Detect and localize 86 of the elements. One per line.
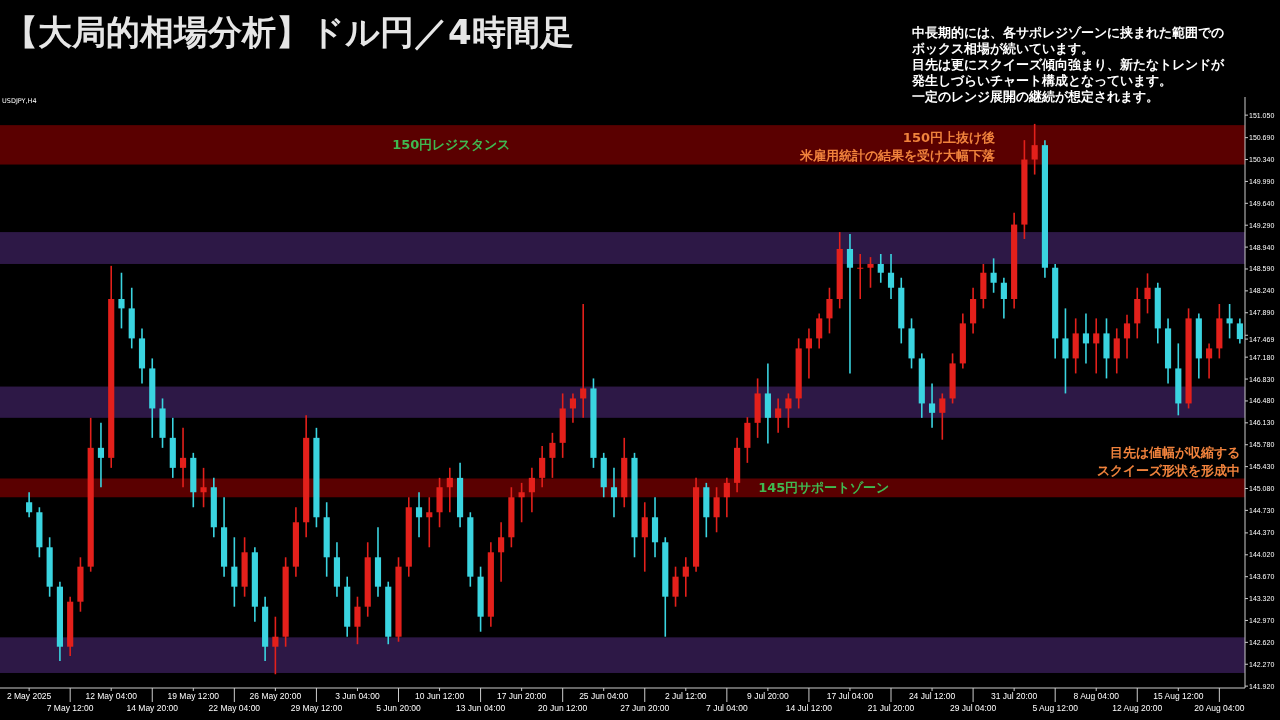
candlestick [231, 536, 238, 608]
candlestick [272, 615, 279, 676]
candlestick [990, 257, 997, 294]
candlestick [354, 595, 361, 646]
candlestick [179, 427, 187, 489]
candlestick [682, 556, 689, 598]
candlestick [785, 392, 792, 429]
x-tick-label: 17 Jun 20:00 [497, 691, 547, 701]
x-tick-label: 13 Jun 04:00 [456, 703, 506, 713]
candlestick [539, 445, 546, 489]
text: 中長期的には、各サポレジゾーンに挟まれた範囲でのボックス相場が続いています。 [911, 25, 1224, 56]
candlestick [1123, 313, 1131, 360]
candlestick [97, 422, 105, 489]
candlestick [118, 271, 125, 330]
x-tick-label: 20 Jun 12:00 [538, 703, 588, 713]
x-tick-label: 12 Aug 20:00 [1112, 703, 1163, 713]
x-tick-label: 22 May 04:00 [208, 703, 261, 713]
candlestick [426, 496, 433, 549]
candlestick [1031, 123, 1038, 176]
x-tick-label: 14 Jul 12:00 [785, 703, 833, 713]
x-tick-label: 5 Aug 12:00 [1032, 703, 1079, 713]
candlestick [610, 467, 618, 519]
x-tick-label: 21 Jul 20:00 [867, 703, 915, 713]
x-tick-label: 2 Jul 12:00 [665, 691, 707, 701]
annotation: 150円上抜け後米雇用統計の結果を受け大幅下落 [799, 130, 996, 163]
x-tick-label: 9 Jul 20:00 [747, 691, 789, 701]
candlestick [1062, 307, 1069, 395]
x-tick-label: 12 May 04:00 [85, 691, 138, 701]
x-tick-label: 26 May 20:00 [249, 691, 302, 701]
candlestick [498, 521, 505, 583]
candlestick [713, 486, 720, 534]
candlestick [641, 501, 648, 573]
x-tick-label: 29 May 12:00 [290, 703, 343, 713]
candlestick [939, 392, 946, 441]
candlestick [928, 382, 936, 429]
chart-title: 【大局的相場分析】ドル円／4時間足 [4, 12, 574, 52]
candlestick [867, 256, 874, 289]
x-tick-label: 8 Aug 04:00 [1073, 691, 1120, 701]
candlestick [805, 327, 813, 380]
candlestick [1113, 327, 1120, 375]
candlestick [1226, 303, 1233, 340]
x-tick-label: 17 Jul 04:00 [826, 691, 874, 701]
candlestick [415, 491, 423, 539]
candlestick [857, 253, 864, 300]
candlestick [200, 467, 207, 509]
candlestick [26, 491, 33, 519]
candlestick [826, 286, 833, 335]
band-label: 145円サポートゾーン [758, 480, 890, 496]
text: 目先は更にスクイーズ傾向強まり、新たなトレンドが発生しづらいチャート構成となっています。 [911, 57, 1225, 88]
annotation: 目先は値幅が収縮するスクイーズ形状を形成中 [1097, 445, 1240, 478]
x-tick-label: 29 Jul 04:00 [949, 703, 997, 713]
candlestick [1236, 317, 1243, 345]
x-tick-label: 7 Jul 04:00 [706, 703, 748, 713]
x-tick-label: 7 May 12:00 [46, 703, 94, 713]
candlestick [1000, 276, 1007, 320]
x-tick-label: 15 Aug 12:00 [1153, 691, 1204, 701]
candlestick [1093, 317, 1100, 375]
x-tick-label: 19 May 12:00 [167, 691, 220, 701]
candlestick [518, 482, 525, 524]
candlestick [569, 392, 577, 424]
candlestick [877, 253, 884, 284]
x-tick-label: 5 Jun 20:00 [376, 703, 421, 713]
candlestick [549, 432, 556, 479]
x-tick-label: 2 May 2025 [6, 691, 52, 701]
candlestick [672, 565, 679, 608]
x-tick-label: 3 Jun 04:00 [335, 691, 380, 701]
candlestick [580, 303, 587, 419]
candlestick [528, 467, 535, 514]
candlestick [1206, 342, 1213, 380]
x-tick-label: 10 Jun 12:00 [414, 691, 465, 701]
x-tick-label: 27 Jun 20:00 [620, 703, 670, 713]
candlestick [775, 397, 782, 434]
x-tick-label: 31 Jul 20:00 [990, 691, 1038, 701]
candlestick [446, 467, 453, 514]
x-tick-label: 25 Jun 04:00 [579, 691, 629, 701]
candlestick [846, 233, 854, 375]
x-tick-label: 14 May 20:00 [126, 703, 179, 713]
annotation: 一定のレンジ展開の継続が想定されます。 [912, 89, 1159, 104]
x-tick-label: 20 Aug 04:00 [1194, 703, 1245, 713]
candlestick [816, 312, 823, 350]
candlestick [1082, 312, 1090, 365]
candlestick [887, 253, 895, 300]
candlestick [1144, 272, 1151, 315]
band-label: 150円レジスタンス [392, 137, 511, 153]
x-tick-label: 24 Jul 12:00 [908, 691, 956, 701]
candlestick [723, 477, 730, 519]
